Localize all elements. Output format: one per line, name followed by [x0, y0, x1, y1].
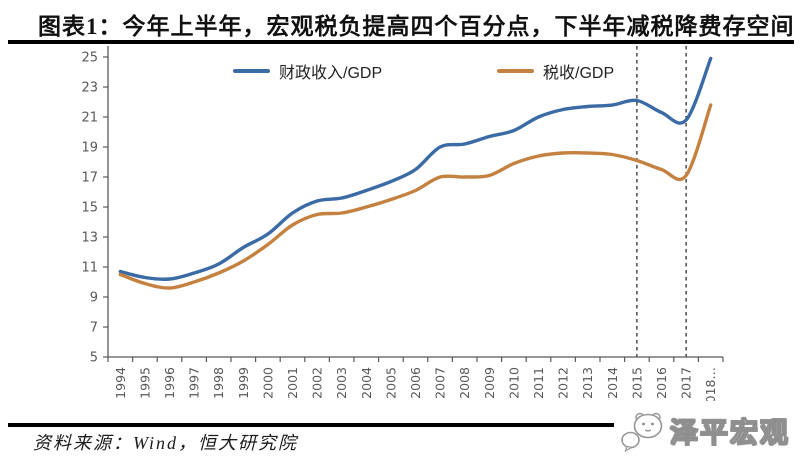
x-tick-label: 2000 — [260, 367, 275, 399]
x-tick-label: 2006 — [408, 367, 423, 399]
y-tick-label: 13 — [81, 231, 98, 246]
x-tick-label: 2001 — [285, 367, 300, 399]
x-tick-label: 2003 — [334, 367, 349, 399]
x-tick-label: 2004 — [359, 367, 374, 399]
y-tick-label: 5 — [90, 351, 98, 366]
legend-swatch-tax-icon — [497, 69, 534, 73]
y-tick-label: 9 — [90, 291, 98, 306]
x-tick-label: 2018… — [703, 367, 718, 411]
y-tick-label: 25 — [81, 51, 98, 66]
watermark-text: 泽平宏观 — [669, 416, 790, 448]
chart-legend: 财政收入/GDP 税收/GDP — [0, 61, 800, 83]
legend-item-tax: 税收/GDP — [497, 61, 615, 82]
series-line-0 — [118, 56, 713, 281]
legend-label-tax: 税收/GDP — [543, 65, 615, 82]
x-tick-label: 1998 — [211, 367, 226, 399]
x-tick-label: 2007 — [433, 367, 448, 399]
series-line-1 — [118, 103, 713, 290]
y-tick-label: 23 — [81, 81, 98, 96]
legend-item-fiscal: 财政收入/GDP — [233, 61, 383, 82]
title-rule — [8, 40, 794, 44]
x-tick-label: 2014 — [605, 367, 620, 399]
x-tick-label: 2012 — [556, 367, 571, 399]
watermark-logo: 泽平宏观 — [613, 401, 796, 461]
bottom-rule — [8, 423, 658, 427]
source-note: 资料来源：Wind，恒大研究院 — [33, 433, 299, 453]
x-tick-label: 1997 — [187, 367, 202, 399]
x-tick-label: 1999 — [236, 367, 251, 399]
x-tick-label: 2002 — [310, 367, 325, 399]
x-tick-label: 2015 — [629, 367, 644, 399]
chart-title: 图表1：今年上半年，宏观税负提高四个百分点，下半年减税降费存空间 — [38, 14, 795, 39]
x-tick-label: 2017 — [679, 367, 694, 399]
y-tick-label: 15 — [81, 201, 98, 216]
x-tick-label: 1994 — [113, 367, 128, 399]
x-tick-label: 2005 — [383, 367, 398, 399]
x-tick-label: 2011 — [531, 367, 546, 399]
x-tick-label: 1996 — [162, 367, 177, 399]
wechat-avatar-icon — [621, 412, 663, 452]
x-tick-label: 1995 — [137, 367, 152, 399]
x-tick-label: 2009 — [482, 367, 497, 399]
y-tick-label: 11 — [81, 261, 98, 276]
legend-swatch-fiscal-icon — [233, 69, 270, 73]
y-tick-label: 21 — [81, 111, 98, 126]
y-tick-label: 7 — [90, 321, 98, 336]
x-tick-label: 2013 — [580, 367, 595, 399]
x-tick-label: 2008 — [457, 367, 472, 399]
legend-label-fiscal: 财政收入/GDP — [279, 65, 383, 82]
y-tick-label: 17 — [81, 171, 98, 186]
x-tick-label: 2016 — [654, 367, 669, 399]
y-tick-label: 19 — [81, 141, 98, 156]
x-tick-label: 2010 — [506, 367, 521, 399]
